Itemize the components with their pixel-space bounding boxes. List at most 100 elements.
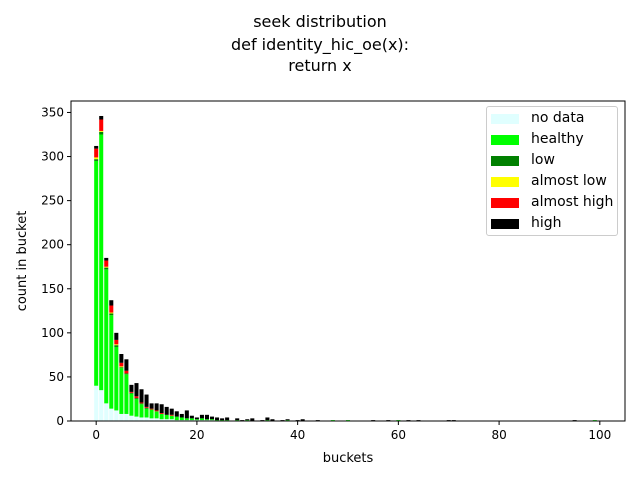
y-tick-label: 100 (41, 326, 64, 340)
bar-segment-low (109, 313, 114, 316)
y-tick-label: 150 (41, 282, 64, 296)
legend-label: low (531, 152, 555, 168)
bar-segment-high (94, 145, 99, 149)
x-axis-label: buckets (323, 451, 374, 466)
chart-title-line-3: return x (288, 56, 352, 75)
bar-segment-high (199, 414, 204, 419)
bar-segment-high (144, 394, 149, 407)
bar-segment-high (194, 417, 199, 420)
bar-segment-almost-high (119, 362, 124, 367)
legend-label: almost low (531, 173, 607, 189)
bar-segment-almost-high (109, 305, 114, 313)
bar-segment-high (129, 384, 134, 392)
chart-title-line-2: def identity_hic_oe(x): (230, 35, 410, 54)
bar-segment-high (139, 389, 144, 403)
y-tick-label: 300 (41, 150, 64, 164)
bar-segment-no-data (129, 415, 134, 421)
bar-segment-low (119, 367, 124, 369)
bar-segment-healthy (194, 419, 199, 421)
y-tick-label: 0 (56, 414, 64, 428)
bar-segment-low (134, 398, 139, 399)
chart-title-line-1: seek distribution (253, 12, 387, 31)
legend-swatch-almost-high (491, 198, 519, 208)
bar-segment-high (210, 416, 215, 420)
legend-swatch-no-data (491, 114, 519, 124)
legend: no data healthy low almost low almost hi… (486, 106, 618, 236)
bar-segment-high (109, 300, 114, 306)
bar-segment-almost-high (144, 406, 149, 408)
bar-segment-healthy (129, 393, 134, 416)
bar-segment-high (174, 411, 179, 417)
bar-segment-almost-high (129, 391, 134, 393)
legend-label: healthy (531, 131, 584, 147)
bar-segment-almost-high (159, 413, 164, 414)
bar-segment-almost-high (124, 370, 129, 374)
bar-segment-no-data (149, 418, 154, 421)
bar-segment-high (250, 418, 255, 421)
bar-segment-almost-low (114, 344, 119, 346)
y-tick-label: 350 (41, 105, 64, 119)
bar-segment-almost-high (99, 119, 104, 131)
bar-segment-low (104, 267, 109, 270)
bar-segment-no-data (104, 403, 109, 421)
bar-segment-almost-high (169, 414, 174, 416)
x-tick-label: 20 (189, 428, 204, 442)
x-tick-label: 80 (491, 428, 506, 442)
legend-label: almost high (531, 194, 614, 210)
bar-segment-high (99, 115, 104, 120)
bar-segment-no-data (159, 419, 164, 421)
bar-segment-healthy (124, 374, 129, 414)
legend-swatch-low (491, 156, 519, 166)
legend-label: no data (531, 110, 585, 126)
bar-segment-high (265, 417, 270, 421)
bar-segment-high (169, 408, 174, 415)
legend-swatch-almost-low (491, 177, 519, 187)
bar-segment-high (159, 404, 164, 414)
bar-segment-healthy (134, 398, 139, 417)
bar-segment-healthy (174, 416, 179, 421)
bar-segment-no-data (99, 390, 104, 421)
bar-segment-no-data (164, 419, 169, 421)
axes-frame (70, 100, 626, 422)
bar-segment-low (114, 345, 119, 347)
bar-segment-almost-high (104, 260, 109, 267)
bar-segment-high (164, 406, 169, 415)
bar-segment-low (144, 407, 149, 409)
bar-segment-low (139, 403, 144, 405)
bar-segment-high (285, 419, 290, 421)
x-tick-label: 40 (290, 428, 305, 442)
bar-segment-almost-high (149, 408, 154, 410)
bar-segment-no-data (109, 408, 114, 421)
bar-segment-healthy (109, 315, 114, 409)
x-tick-label: 0 (92, 428, 100, 442)
x-tick-label: 60 (391, 428, 406, 442)
bar-segment-healthy (119, 368, 124, 414)
bar-segment-high (104, 257, 109, 261)
bar-segment-healthy (94, 160, 99, 386)
bar-segment-low (129, 392, 134, 394)
bar-segment-high (149, 403, 154, 409)
bar-segment-high (225, 417, 230, 421)
bar-segment-low (124, 373, 129, 375)
y-tick-label: 250 (41, 194, 64, 208)
bar-segment-no-data (124, 413, 129, 421)
bar-segment-almost-low (94, 157, 99, 160)
bar-segment-no-data (169, 419, 174, 421)
bar-segment-no-data (94, 385, 99, 421)
bar-segment-high (179, 413, 184, 418)
bar-segment-almost-low (119, 366, 124, 368)
bar-segment-low (99, 131, 104, 135)
y-axis-label: count in bucket (15, 211, 30, 312)
bar-segment-healthy (104, 269, 109, 404)
bar-segment-healthy (204, 419, 209, 421)
bar-segment-high (270, 419, 275, 421)
bar-segment-no-data (119, 413, 124, 421)
bar-segment-healthy (169, 415, 174, 420)
legend-swatch-healthy (491, 135, 519, 145)
bar-segment-no-data (114, 410, 119, 421)
bar-segment-no-data (134, 416, 139, 421)
bar-segment-high (154, 403, 159, 411)
x-tick-label: 100 (588, 428, 611, 442)
bar-segment-no-data (139, 417, 144, 421)
